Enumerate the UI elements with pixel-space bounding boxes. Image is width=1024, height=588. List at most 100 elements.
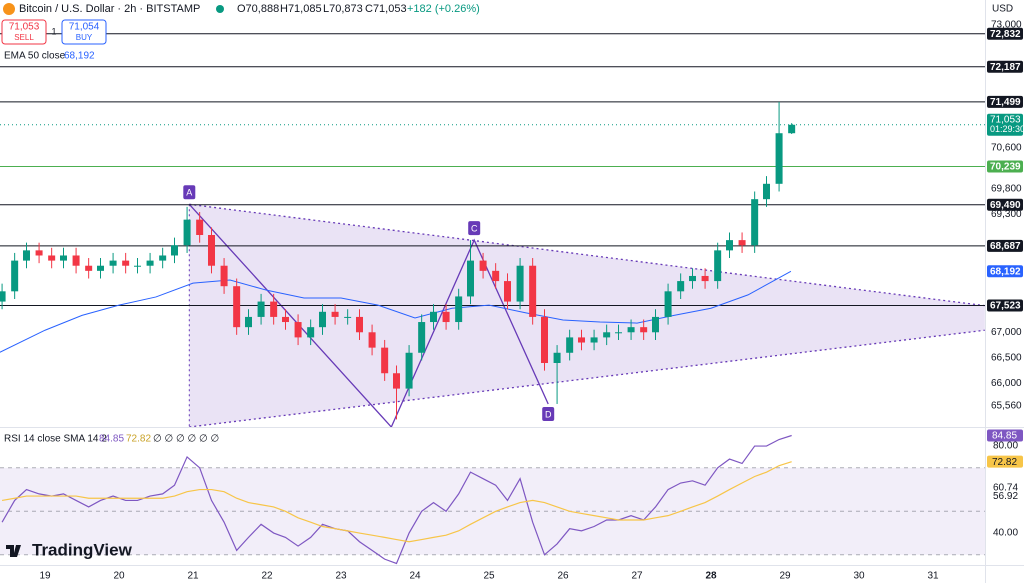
pattern-label: A <box>186 188 192 198</box>
y-tick-label: 66,000 <box>991 378 1022 389</box>
candle-body <box>751 199 759 246</box>
candle-body <box>492 270 500 282</box>
candle-body <box>701 275 709 282</box>
pattern-label: D <box>545 409 552 419</box>
coin-icon <box>3 3 15 15</box>
level-label: 67,523 <box>990 301 1021 312</box>
candle-body <box>405 352 413 389</box>
pattern-zigzag <box>188 203 549 427</box>
level-label-box <box>987 160 1023 173</box>
candle-body <box>85 265 93 271</box>
pattern-label-box <box>468 221 481 236</box>
candle-body <box>603 332 611 338</box>
x-tick-label: 25 <box>483 571 495 582</box>
ema-legend: EMA 50 close <box>4 51 66 62</box>
candle-body <box>23 250 30 261</box>
level-label: 72,187 <box>990 62 1021 73</box>
candle-body <box>467 260 474 297</box>
rsi-label-box <box>987 455 1023 468</box>
sell-price: 71,053 <box>9 22 40 33</box>
level-label-box <box>987 95 1023 108</box>
level-label-box <box>987 60 1023 73</box>
y-tick-label: 65,560 <box>991 401 1022 412</box>
last-price: 71,053 <box>990 114 1021 125</box>
buy-price: 71,054 <box>69 22 100 33</box>
ohlc-open: O70,888 <box>237 3 279 15</box>
candle-body <box>652 316 659 333</box>
rsi-legend: RSI 14 close SMA 14 2 <box>4 434 107 445</box>
ohlc-high: H71,085 <box>280 3 322 15</box>
change: +182 (+0.26%) <box>407 3 480 15</box>
candle-body <box>566 337 574 353</box>
candle-body <box>72 255 80 266</box>
candle-body <box>171 245 178 256</box>
x-tick-label: 21 <box>187 571 199 582</box>
candle-body <box>233 286 241 328</box>
candle-body <box>763 183 770 200</box>
y-tick-label: 73,000 <box>991 20 1022 31</box>
ohlc-close: C71,053 <box>365 3 407 15</box>
level-label: 71,499 <box>990 97 1021 108</box>
last-price-box <box>987 113 1023 136</box>
level-label: 72,832 <box>990 29 1021 40</box>
level-label-box <box>987 27 1023 40</box>
y-tick-label: 69,800 <box>991 184 1022 195</box>
candle-body <box>726 240 733 251</box>
candle-body <box>331 311 339 317</box>
candle-body <box>48 255 56 261</box>
rsi-tick-label: 80.00 <box>993 441 1018 452</box>
ohlc-low: L70,873 <box>323 3 363 15</box>
candle-body <box>196 219 204 236</box>
candle-body <box>220 265 228 287</box>
candle-body <box>109 260 117 266</box>
rsi-line <box>1 434 792 565</box>
y-tick-label: 66,500 <box>991 353 1022 364</box>
candle-body <box>578 337 585 343</box>
status-dot <box>216 5 224 13</box>
candle-body <box>418 322 426 353</box>
currency: USD <box>992 4 1013 15</box>
candle-body <box>541 316 548 364</box>
x-tick-label: 28 <box>705 571 717 582</box>
symbol: Bitcoin / U.S. Dollar · 2h · BITSTAMP <box>19 3 200 15</box>
rsi-tick-label: 40.00 <box>993 528 1018 539</box>
y-tick-label: 69,300 <box>991 209 1022 220</box>
candle-body <box>442 311 450 323</box>
rsi-label: 72.82 <box>992 457 1017 468</box>
rsi-tick-label: 60.74 <box>993 483 1018 494</box>
candle-body <box>319 311 326 328</box>
candle-body <box>307 327 315 338</box>
candle-body <box>257 301 265 317</box>
candle-body <box>381 347 389 374</box>
x-tick-label: 20 <box>113 571 125 582</box>
candle-body <box>35 250 43 256</box>
candle-body <box>627 327 635 333</box>
candle-body <box>455 296 463 323</box>
rsi-tick-label: 56.92 <box>993 491 1018 502</box>
x-tick-label: 24 <box>409 571 421 582</box>
price-pane: A C D <box>0 33 985 427</box>
level-label-box <box>987 239 1023 252</box>
spread: 1 <box>51 26 56 36</box>
y-tick-label: 70,600 <box>991 143 1022 154</box>
candle-body <box>183 219 191 246</box>
rsi-band <box>0 467 985 555</box>
candle-body <box>368 332 376 348</box>
candle-body <box>788 124 796 134</box>
axes: 73,000 70,600 69,800 69,300 67,000 66,500 66,0… <box>39 20 1024 582</box>
x-tick-label: 31 <box>927 571 939 582</box>
x-tick-label: 23 <box>335 571 347 582</box>
candle-body <box>504 281 511 302</box>
brand-logo <box>6 545 21 557</box>
candle-body <box>134 265 141 267</box>
x-tick-label: 22 <box>261 571 273 582</box>
sell-button[interactable] <box>1 19 47 45</box>
candle-body <box>590 337 598 343</box>
candle-body <box>60 255 67 261</box>
candle-body <box>714 250 722 282</box>
candle-body <box>479 260 487 271</box>
rsi-line <box>1 461 792 543</box>
buy-button[interactable] <box>61 19 107 45</box>
